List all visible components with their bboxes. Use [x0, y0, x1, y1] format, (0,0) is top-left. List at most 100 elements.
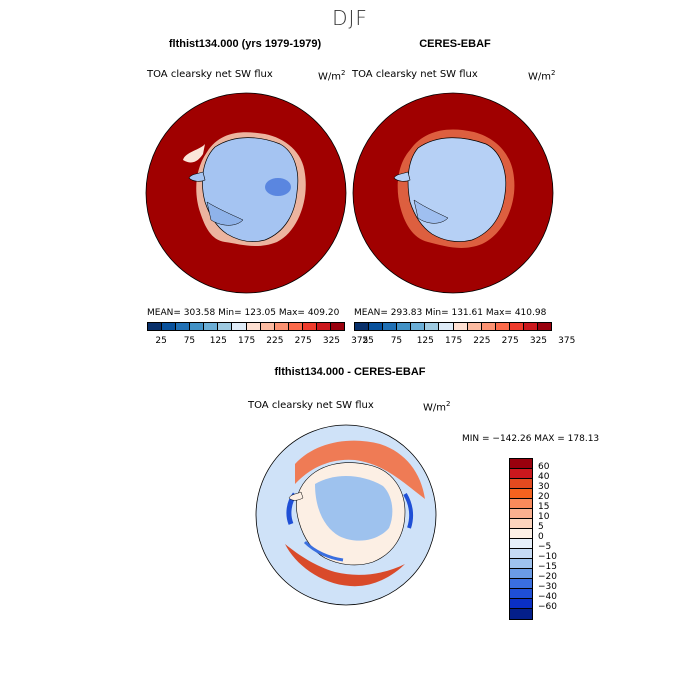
diff-colorbar	[509, 458, 533, 620]
model-colorbar-tick-label: 75	[183, 336, 196, 346]
diff-negative-interior	[315, 475, 393, 541]
model-colorbar-swatch	[288, 323, 303, 330]
obs-colorbar-tick-label: 325	[529, 336, 548, 346]
model-colorbar-swatch	[302, 323, 317, 330]
diff-colorbar-swatch	[510, 549, 532, 559]
diff-positive-north	[295, 440, 425, 499]
model-colorbar-swatch	[274, 323, 289, 330]
model-ross-shelf	[206, 201, 244, 226]
obs-antarctica	[407, 137, 507, 242]
obs-colorbar-swatch	[397, 323, 412, 330]
model-colorbar-tick-label: 275	[294, 336, 312, 346]
diff-colorbar-label: 10	[538, 512, 550, 522]
model-panel-title: flthist134.000 (yrs 1979-1979)	[168, 38, 322, 50]
season-title: DJF	[332, 6, 368, 30]
obs-colorbar-tick-label: 175	[445, 336, 463, 346]
obs-colorbar-tick-label: 225	[473, 336, 491, 346]
diff-units: W/m2	[423, 400, 451, 414]
diff-peninsula	[288, 491, 304, 501]
obs-colorbar-swatch	[453, 323, 468, 330]
diff-colorbar-swatch	[510, 559, 532, 569]
diff-colorbar-swatch	[510, 569, 532, 579]
model-colorbar-swatch	[176, 323, 191, 330]
diff-panel-title: flthist134.000 - CERES-EBAF	[274, 366, 426, 378]
diff-negative-coast-east	[403, 492, 414, 529]
diff-colorbar-swatch	[510, 489, 532, 499]
diff-colorbar-label: 30	[538, 482, 550, 492]
diff-variable-title: TOA clearsky net SW flux	[248, 400, 374, 411]
diff-colorbar-swatch	[510, 459, 532, 469]
obs-colorbar-swatch	[369, 323, 384, 330]
model-colorbar-swatch	[246, 323, 261, 330]
diff-colorbar-label: −5	[538, 542, 552, 552]
model-colorbar-swatch	[218, 323, 233, 330]
model-colorbar-tick-label: 175	[238, 336, 256, 346]
model-colorbar-swatch	[232, 323, 247, 330]
obs-colorbar-swatch	[425, 323, 440, 330]
obs-variable-title: TOA clearsky net SW flux	[352, 69, 478, 80]
obs-colorbar-swatch	[481, 323, 496, 330]
model-colorbar	[147, 322, 345, 331]
diff-colorbar-label: 0	[538, 532, 544, 542]
obs-colorbar-swatch	[538, 323, 552, 330]
obs-colorbar-tick-label: 275	[501, 336, 519, 346]
diff-colorbar-swatch	[510, 579, 532, 589]
model-colorbar-tick-label: 325	[322, 336, 341, 346]
model-units: W/m2	[318, 69, 346, 83]
diff-colorbar-swatch	[510, 599, 532, 609]
model-peninsula-shelf	[183, 144, 205, 163]
model-colorbar-tick-label: 25	[155, 336, 167, 346]
obs-colorbar	[354, 322, 552, 331]
diff-positive-south	[285, 544, 405, 587]
obs-colorbar-swatch	[383, 323, 398, 330]
model-colorbar-tick-label: 125	[209, 336, 227, 346]
diff-colorbar-label: 20	[538, 492, 550, 502]
diff-colorbar-label: −30	[538, 582, 557, 592]
obs-colorbar-tick-label: 125	[416, 336, 434, 346]
obs-colorbar-swatch	[495, 323, 510, 330]
diff-stats: MIN = −142.26 MAX = 178.13	[462, 434, 600, 444]
obs-colorbar-swatch	[523, 323, 539, 330]
diff-colorbar-swatch	[510, 469, 532, 479]
diff-colorbar-label: −20	[538, 572, 557, 582]
obs-colorbar-ticks: 25 75 125 175 225 275 325 375	[354, 336, 575, 348]
diff-colorbar-label: 15	[538, 502, 550, 512]
obs-colorbar-tick-label: 25	[362, 336, 374, 346]
diff-colorbar-label: −60	[538, 602, 557, 612]
model-colorbar-swatch	[148, 323, 163, 330]
diff-colorbar-swatch	[510, 539, 532, 549]
diff-colorbar-label: −40	[538, 592, 557, 602]
diff-colorbar-swatch	[510, 499, 532, 509]
diff-colorbar-label: 40	[538, 472, 550, 482]
obs-panel-title: CERES-EBAF	[419, 38, 491, 50]
model-stats: MEAN= 303.58 Min= 123.05 Max= 409.20	[147, 308, 340, 318]
model-colorbar-swatch	[260, 323, 275, 330]
obs-colorbar-swatch	[467, 323, 482, 330]
obs-peninsula	[393, 171, 411, 182]
diff-colorbar-swatch	[510, 609, 532, 619]
diff-colorbar-label: −15	[538, 562, 557, 572]
diff-negative-coast-south	[303, 540, 344, 562]
obs-colorbar-swatch	[509, 323, 524, 330]
model-east-plateau-low	[265, 178, 291, 196]
obs-polar-map	[352, 92, 554, 294]
obs-units: W/m2	[528, 69, 556, 83]
diff-colorbar-swatch	[510, 479, 532, 489]
obs-stats: MEAN= 293.83 Min= 131.61 Max= 410.98	[354, 308, 547, 318]
model-colorbar-tick-label: 225	[266, 336, 284, 346]
model-colorbar-ticks: 25 75 125 175 225 275 325 375	[147, 336, 368, 348]
obs-colorbar-tick-label: 375	[558, 336, 576, 346]
diff-colorbar-labels: 60 40 30 20 15 10 5 0 −5 −10 −15 −20 −30 −40 −60	[538, 458, 578, 628]
obs-colorbar-tick-label: 75	[390, 336, 403, 346]
obs-colorbar-swatch	[439, 323, 454, 330]
obs-colorbar-swatch	[411, 323, 426, 330]
diff-colorbar-label: 5	[538, 522, 544, 532]
model-colorbar-swatch	[190, 323, 205, 330]
diff-colorbar-swatch	[510, 529, 532, 539]
diff-colorbar-swatch	[510, 589, 532, 599]
model-colorbar-swatch	[204, 323, 219, 330]
diff-colorbar-label: 60	[538, 462, 550, 472]
model-polar-map	[145, 92, 347, 294]
model-peninsula	[188, 171, 206, 182]
diff-polar-map	[255, 424, 437, 606]
